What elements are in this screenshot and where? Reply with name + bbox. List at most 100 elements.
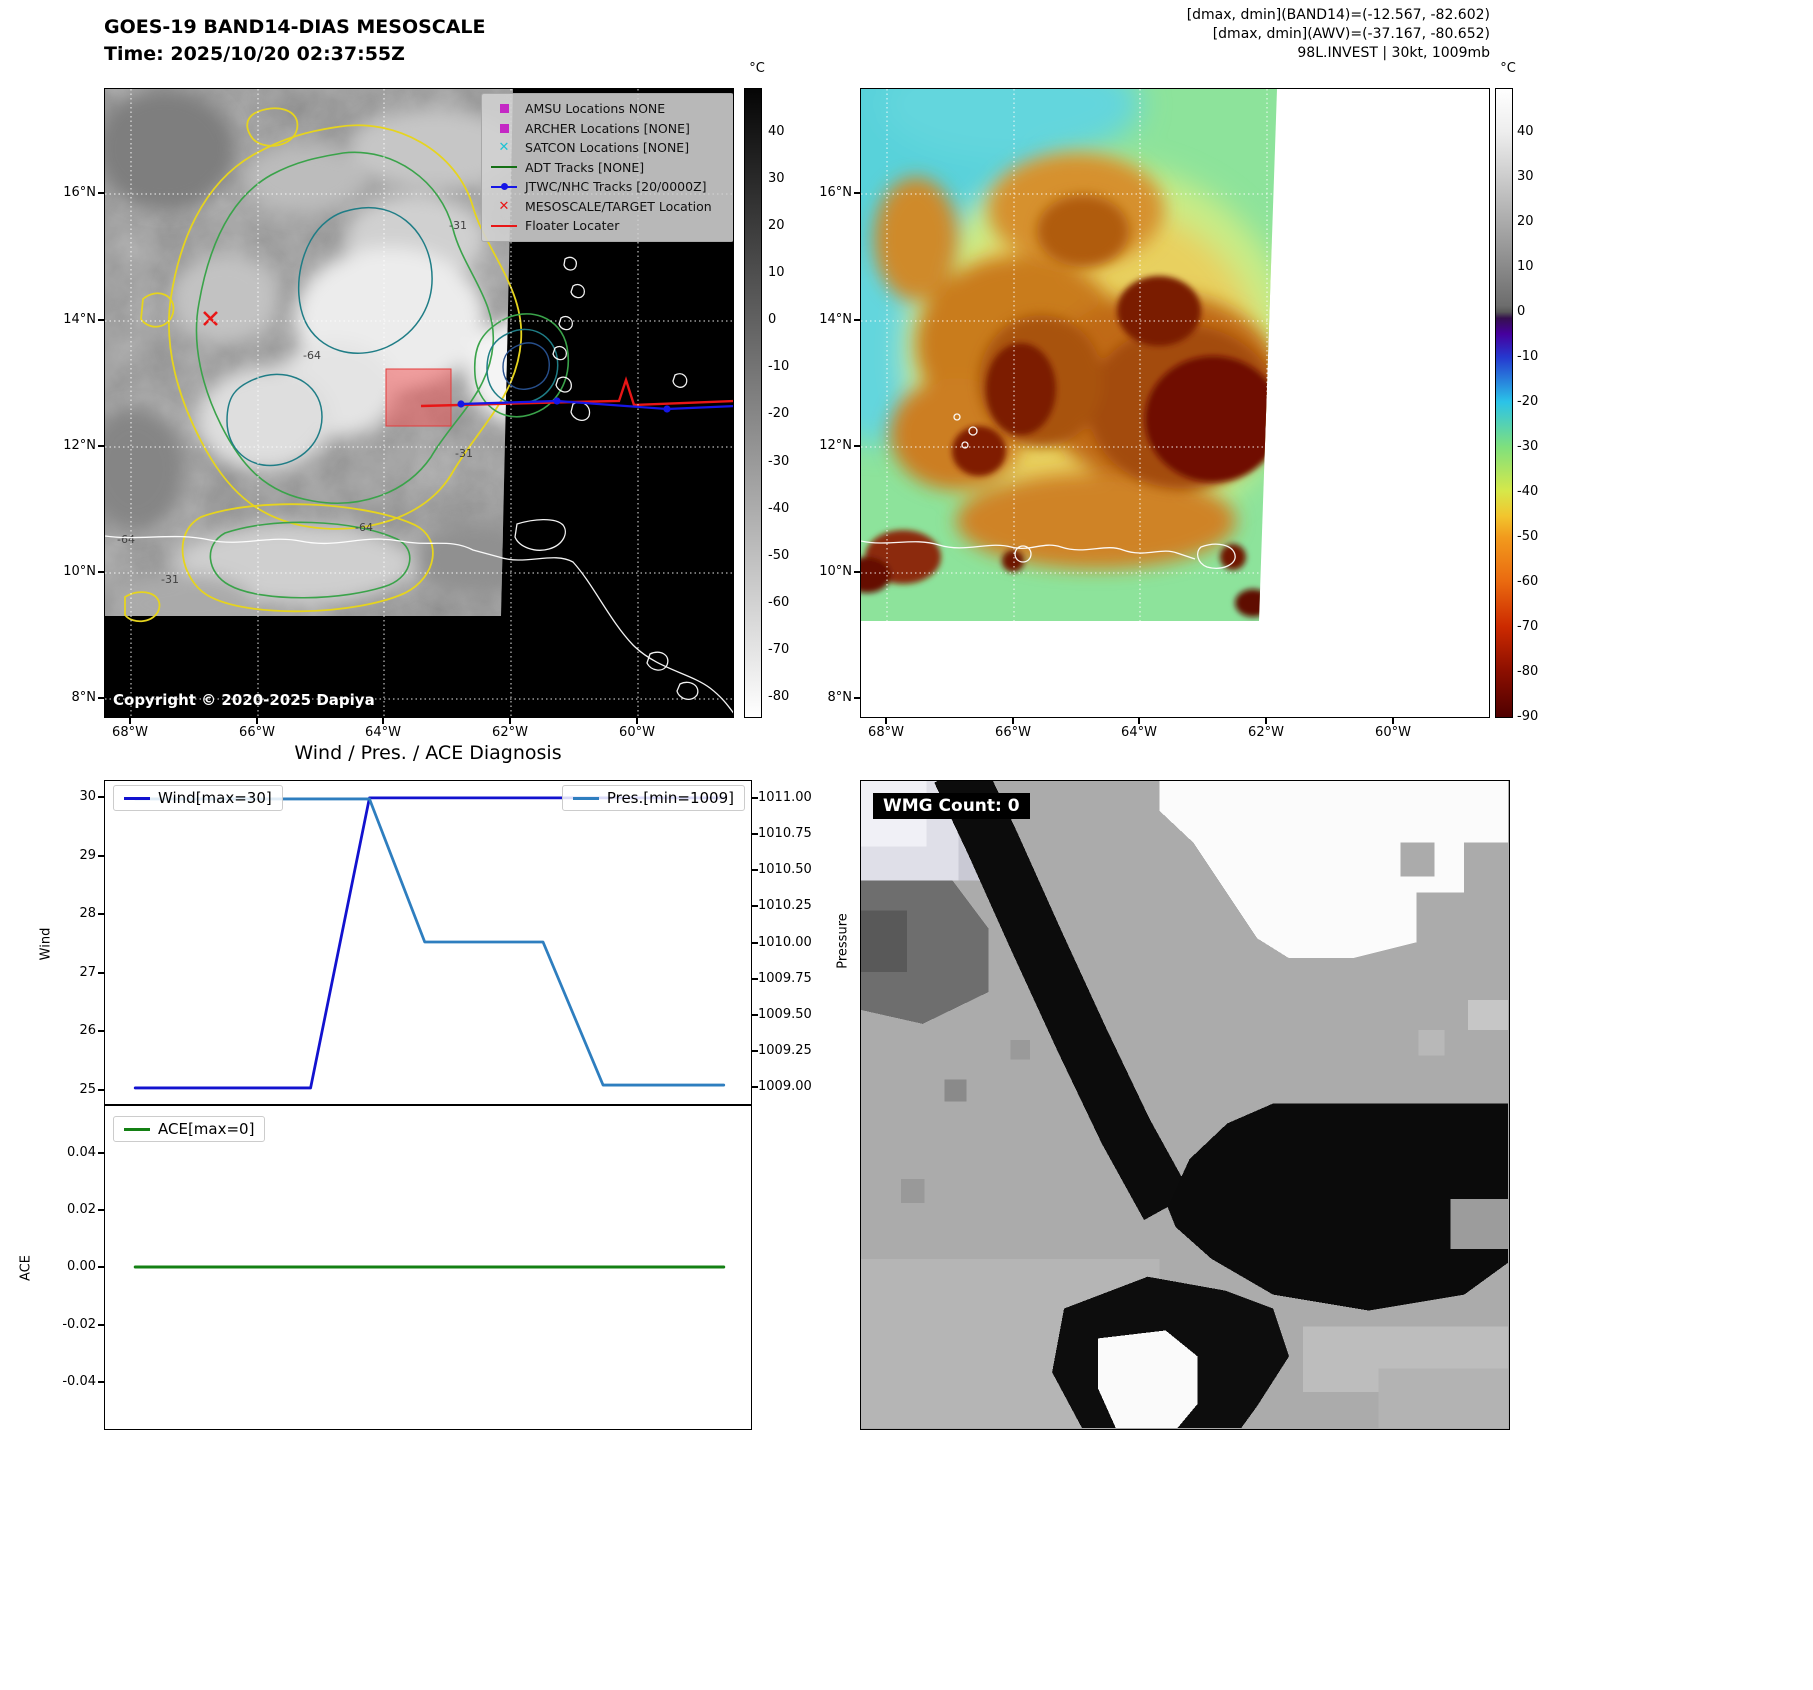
band14-legend: AMSU Locations NONE ARCHER Locations [NO… [481,93,733,242]
wind-tick: 25 [79,1082,96,1097]
tick-mark [98,855,104,857]
lon-tick: 64°W [1121,725,1157,740]
ace-legend-label: ACE[max=0] [158,1120,255,1138]
pressure-tick: 1009.75 [758,971,812,986]
lon-tick: 68°W [868,725,904,740]
cbar-tick: -60 [1517,574,1539,589]
wmg-pixel-image [861,781,1508,1428]
legend-label: AMSU Locations NONE [525,101,666,117]
legend-label: ADT Tracks [NONE] [525,159,645,175]
lon-tick: 62°W [492,725,528,740]
tick-mark [509,718,511,724]
tick-mark [752,942,758,944]
lat-tick: 12°N [63,438,96,453]
ace-chart: ACE[max=0] [104,1105,752,1430]
cbar-tick: 0 [1517,304,1526,319]
tick-mark [1392,718,1394,724]
ace-tick: -0.04 [62,1374,96,1389]
wind-legend: Wind[max=30] [113,785,283,811]
wmg-count-label: WMG Count: 0 [873,793,1030,819]
cbar-tick: -20 [1517,394,1539,409]
tick-mark [854,319,860,321]
tick-mark [256,718,258,724]
legend-row: ADT Tracks [NONE] [490,158,725,178]
band14-title: GOES-19 BAND14-DIAS MESOSCALE Time: 2025… [104,14,744,68]
pressure-tick: 1009.50 [758,1007,812,1022]
pressure-tick: 1009.00 [758,1079,812,1094]
legend-label: Floater Locater [525,218,620,234]
tick-mark [752,1014,758,1016]
band14-title-line1: GOES-19 BAND14-DIAS MESOSCALE [104,16,486,38]
tick-mark [854,571,860,573]
ace-axis-label: ACE [18,1255,34,1281]
tick-mark [636,718,638,724]
ace-tick: -0.02 [62,1317,96,1332]
lat-tick: 12°N [819,438,852,453]
lon-tick: 68°W [112,725,148,740]
tick-mark [98,1152,104,1154]
legend-row: Floater Locater [490,216,725,236]
cbar-tick: -10 [1517,349,1539,364]
tick-mark [752,1086,758,1088]
pressure-tick: 1011.00 [758,790,812,805]
colorbar-unit: °C [749,61,765,76]
legend-row: AMSU Locations NONE [490,99,725,119]
tick-mark [98,913,104,915]
cbar-tick: -30 [1517,439,1539,454]
lon-tick: 64°W [365,725,401,740]
tick-mark [1012,718,1014,724]
lat-tick: 14°N [63,312,96,327]
band14-swath [105,89,513,616]
awv-map-panel [860,88,1490,718]
lat-tick: 8°N [827,690,853,705]
cbar-tick: -50 [1517,529,1539,544]
cbar-tick: -70 [768,642,790,657]
lon-tick: 62°W [1248,725,1284,740]
ace-tick: 0.02 [67,1202,96,1217]
graticule [861,89,1489,717]
mesoscale-target-box [385,368,452,427]
legend-label: SATCON Locations [NONE] [525,140,690,156]
lat-tick: 8°N [71,690,97,705]
cbar-tick: -80 [1517,664,1539,679]
wind-pressure-plot [133,796,726,1090]
ace-legend: ACE[max=0] [113,1116,266,1142]
wind-tick: 26 [79,1023,96,1038]
tick-mark [854,192,860,194]
band14-title-line2: Time: 2025/10/20 02:37:55Z [104,43,405,65]
tick-mark [854,445,860,447]
lat-tick: 16°N [63,185,96,200]
cbar-tick: 30 [1517,169,1534,184]
cbar-tick: -40 [1517,484,1539,499]
cbar-tick: 10 [1517,259,1534,274]
lat-tick: 14°N [819,312,852,327]
tick-mark [98,1266,104,1268]
tick-mark [98,1030,104,1032]
awv-swath [861,89,1277,621]
wind-tick: 29 [79,848,96,863]
lon-tick: 60°W [619,725,655,740]
wmg-panel: WMG Count: 0 [860,780,1510,1430]
tick-mark [98,972,104,974]
wind-pressure-chart: Wind[max=30] Pres.[min=1009] [104,780,752,1105]
pressure-tick: 1010.25 [758,898,812,913]
target-x-marker [203,311,218,326]
cbar-tick: 20 [1517,214,1534,229]
svg-text:-64: -64 [355,521,373,534]
pressure-tick: 1010.75 [758,826,812,841]
cbar-tick: -60 [768,595,790,610]
cbar-tick: -50 [768,548,790,563]
archer-square-icon [499,123,509,133]
legend-row: JTWC/NHC Tracks [20/0000Z] [490,177,725,197]
coastlines [861,413,1236,569]
satcon-x-icon: ✕ [498,140,510,156]
tick-mark [98,1381,104,1383]
floater-locater-line [420,376,733,408]
cbar-tick: -70 [1517,619,1539,634]
tick-mark [98,1209,104,1211]
ace-line-icon [124,1127,150,1131]
tick-mark [752,797,758,799]
wind-tick: 30 [79,789,96,804]
svg-text:-31: -31 [455,447,473,460]
